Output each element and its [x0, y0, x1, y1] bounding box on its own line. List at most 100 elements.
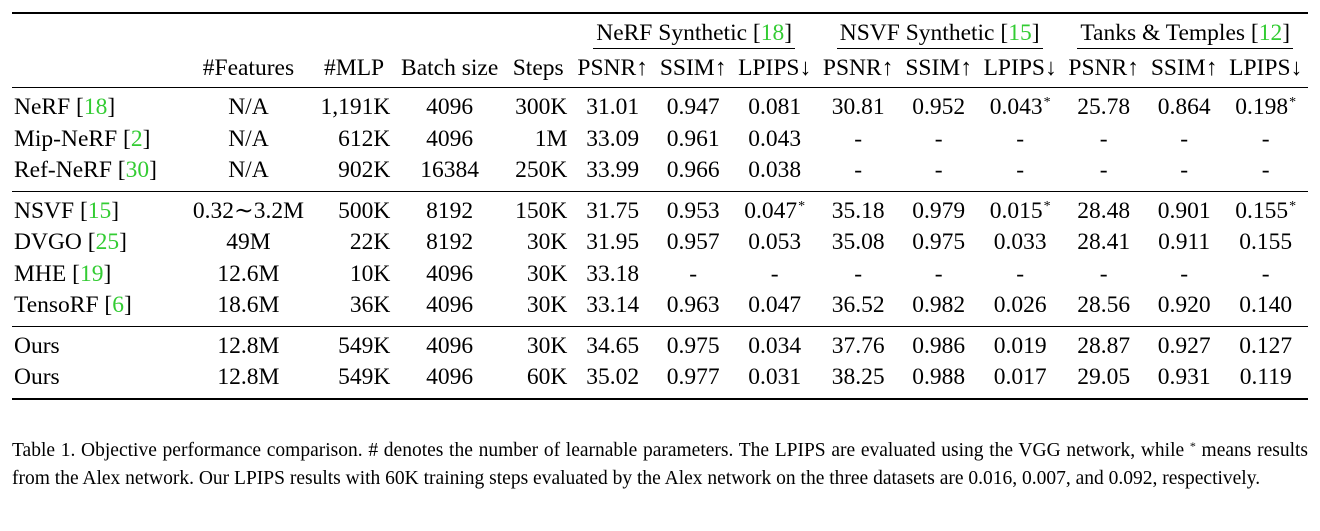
citation-link[interactable]: 19: [79, 260, 104, 287]
metric-cell: 28.41: [1077, 229, 1131, 255]
metric-cell: 35.08: [831, 229, 885, 255]
header-ssim: SSIM↑: [659, 55, 727, 82]
batch-size-cell: 4096: [426, 260, 474, 287]
caption-star: *: [1189, 439, 1196, 453]
metric-cell: 0.038: [748, 157, 802, 183]
header-empty: [183, 14, 314, 51]
metric-cell: 37.76: [831, 332, 885, 359]
section-rule: [12, 325, 1308, 327]
table-row: NeRF [18] N/A 1,191K 4096 300K 31.01 0.947 0.08…: [12, 88, 1308, 124]
table-row: MHE [19] 12.6M 10K 4096 30K 33.18 - - - - - - - -: [12, 259, 1308, 291]
metric-cell: 0.988: [912, 364, 966, 390]
header-empty: [314, 14, 394, 51]
header-lpips: LPIPS↓: [1229, 55, 1303, 82]
metric-cell: 36.52: [831, 292, 885, 318]
alex-network-star: *: [1289, 95, 1297, 110]
header-lpips: LPIPS↓: [738, 55, 812, 82]
metric-cell: 31.01: [586, 94, 640, 120]
mlp-cell: 612K: [338, 125, 391, 152]
citation-link[interactable]: 30: [125, 157, 150, 183]
table-caption: Table 1. Objective performance compariso…: [12, 432, 1308, 493]
metric-cell: 0.986: [912, 332, 966, 359]
batch-size-cell: 8192: [426, 229, 474, 255]
metric-cell: 0.966: [666, 157, 720, 183]
bottom-rule: [12, 397, 1308, 401]
features-cell: 12.8M: [217, 364, 280, 390]
header-batch-size: Batch size: [401, 55, 499, 82]
metric-cell: 0.963: [666, 292, 720, 318]
metric-cell: 0.034: [748, 332, 802, 359]
metric-cell: 0.081: [748, 94, 802, 120]
mlp-cell: 10K: [349, 260, 391, 287]
method-name: Ref-NeRF [30]: [14, 157, 157, 183]
metric-cell: -: [934, 125, 943, 152]
method-name: Ours: [14, 364, 60, 390]
features-cell: 12.6M: [217, 260, 280, 287]
group-header-tanks-temples: Tanks & Temples [12]: [1062, 14, 1308, 51]
features-cell: N/A: [228, 94, 269, 120]
metric-cell: 0.127: [1239, 332, 1293, 359]
table-row: Ours 12.8M 549K 4096 30K 34.65 0.975 0.034 37.76…: [12, 327, 1308, 363]
features-cell: 18.6M: [217, 292, 280, 318]
metric-cell: 31.95: [586, 229, 640, 255]
method-name: TensoRF [6]: [14, 292, 132, 318]
citation-link[interactable]: 15: [1008, 19, 1032, 46]
header-psnr: PSNR↑: [577, 55, 648, 82]
metric-cell: 0.975: [666, 332, 720, 359]
features-cell: 49M: [226, 229, 271, 255]
metric-cell: -: [854, 125, 863, 152]
metric-cell: -: [854, 157, 863, 183]
batch-size-cell: 4096: [426, 94, 474, 120]
metric-cell: 34.65: [586, 332, 640, 359]
table-row: Ours 12.8M 549K 4096 60K 35.02 0.977 0.031 38.25…: [12, 362, 1308, 399]
method-name: Mip-NeRF [2]: [14, 125, 151, 152]
section-rule: [12, 87, 1308, 88]
steps-cell: 150K: [515, 197, 568, 224]
group-header-nerf-synthetic: NeRF Synthetic [18]: [571, 14, 817, 51]
citation-link[interactable]: 18: [760, 19, 785, 46]
caption-text: means results from the Alex network. Our…: [12, 440, 1308, 489]
citation-link[interactable]: 12: [1258, 19, 1283, 46]
method-name: DVGO [25]: [14, 229, 127, 255]
metric-cell: -: [1261, 125, 1270, 152]
steps-cell: 30K: [526, 260, 568, 287]
metric-cell: 0.031: [748, 364, 802, 390]
method-name: MHE [19]: [14, 260, 112, 287]
citation-link[interactable]: 2: [130, 125, 143, 152]
metric-cell: -: [1016, 125, 1025, 152]
header-psnr: PSNR↑: [1068, 55, 1139, 82]
alex-network-star: *: [798, 198, 806, 214]
batch-size-cell: 4096: [426, 364, 474, 390]
metric-cell: 0.043: [748, 125, 802, 152]
results-table-container: NeRF Synthetic [18] NSVF Synthetic [15] …: [12, 12, 1308, 401]
metric-cell: 0.155: [1239, 229, 1293, 255]
header-psnr: PSNR↑: [822, 55, 894, 82]
group-header-nsvf-synthetic: NSVF Synthetic [15]: [817, 14, 1063, 51]
metric-cell: -: [1261, 157, 1270, 183]
metric-cell: -: [1261, 260, 1270, 287]
alex-network-star: *: [1289, 198, 1297, 214]
metric-cell: -: [1180, 157, 1189, 183]
metric-cell: 0.911: [1158, 229, 1211, 255]
metric-cell: 28.48: [1077, 197, 1131, 224]
metric-cell: -: [1016, 157, 1025, 183]
metric-cell: -: [1180, 125, 1189, 152]
metric-cell: -: [1099, 157, 1108, 183]
citation-link[interactable]: 6: [112, 292, 124, 318]
metric-cell: 35.18: [831, 197, 885, 224]
metric-cell: -: [934, 260, 943, 287]
header-ssim: SSIM↑: [905, 55, 972, 82]
metric-cell: 0.961: [666, 125, 720, 152]
metric-cell: 0.047*: [744, 197, 806, 224]
citation-link[interactable]: 25: [95, 229, 120, 255]
metric-cell: -: [854, 260, 863, 287]
metric-cell: 25.78: [1077, 94, 1131, 120]
metric-cell: 28.87: [1077, 332, 1131, 359]
metric-cell: 33.99: [586, 157, 640, 183]
header-steps: Steps: [512, 55, 564, 82]
citation-link[interactable]: 18: [83, 94, 108, 120]
steps-cell: 250K: [515, 157, 568, 183]
table-row: DVGO [25] 49M 22K 8192 30K 31.95 0.957 0.053 35.…: [12, 227, 1308, 259]
header-lpips: LPIPS↓: [983, 55, 1057, 82]
citation-link[interactable]: 15: [87, 197, 112, 224]
